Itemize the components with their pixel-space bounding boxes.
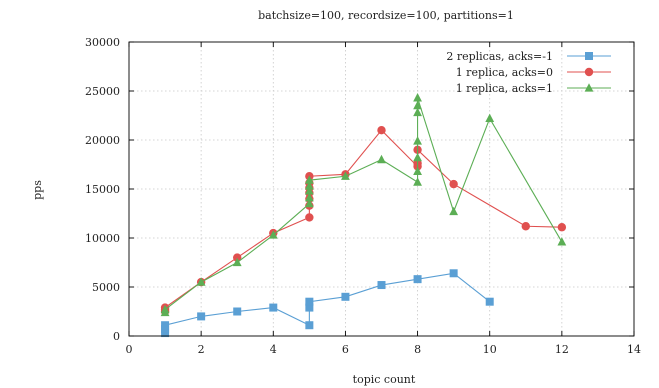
y-tick-label: 20000 (85, 134, 120, 147)
x-tick-label: 14 (627, 343, 641, 356)
data-point (413, 107, 422, 117)
series-layer (160, 93, 567, 338)
legend-label: 1 replica, acks=1 (456, 82, 553, 95)
data-point (232, 257, 242, 267)
legend-entry: 1 replica, acks=1 (456, 82, 611, 95)
data-point (413, 177, 422, 186)
data-point (341, 292, 350, 301)
y-tick-label: 30000 (85, 36, 120, 49)
data-point (485, 297, 494, 306)
x-tick-label: 2 (198, 343, 205, 356)
x-tick-label: 8 (414, 343, 421, 356)
chart-title: batchsize=100, recordsize=100, partition… (258, 9, 514, 22)
legend-marker (584, 83, 594, 92)
y-tick-label: 25000 (85, 85, 120, 98)
data-point (161, 321, 170, 330)
data-point (449, 206, 459, 216)
y-axis-label: pps (31, 180, 44, 200)
series-line (164, 272, 491, 334)
data-point (233, 307, 242, 316)
x-tick-label: 4 (270, 343, 277, 356)
data-point (413, 136, 422, 145)
data-point (197, 312, 206, 321)
legend: 2 replicas, acks=-1 1 replica, acks=0 1 re… (446, 50, 611, 95)
y-tick-label: 15000 (85, 183, 120, 196)
data-point (341, 171, 350, 180)
data-point (377, 126, 386, 135)
data-point (413, 100, 422, 110)
x-tick-label: 10 (483, 343, 497, 356)
data-point (449, 269, 458, 278)
data-point (413, 166, 422, 175)
data-point (233, 253, 242, 262)
data-point (413, 275, 422, 284)
data-point (304, 193, 314, 202)
y-tick-label: 5000 (92, 281, 120, 294)
legend-entry: 1 replica, acks=0 (456, 66, 611, 79)
x-tick-label: 6 (342, 343, 349, 356)
series-3 (160, 93, 567, 317)
data-point (521, 222, 530, 231)
y-tick-label: 10000 (85, 232, 120, 245)
data-point (413, 93, 422, 102)
data-point (377, 281, 386, 290)
data-point (304, 198, 314, 208)
data-point (557, 237, 567, 246)
legend-marker (584, 67, 594, 77)
data-point (269, 303, 278, 312)
data-point (377, 154, 386, 164)
data-point (557, 223, 567, 232)
data-point (304, 186, 314, 195)
data-point (196, 277, 206, 286)
legend-label: 1 replica, acks=0 (456, 66, 553, 79)
axis-ticks: 0 2 4 6 8 10 12 14 0 5000 10000 15000 20000 25000 3000… (85, 36, 641, 356)
legend-marker (585, 52, 593, 60)
data-point (305, 303, 314, 312)
y-tick-label: 0 (113, 330, 120, 343)
legend-entry: 2 replicas, acks=-1 (446, 50, 611, 63)
data-point (268, 230, 278, 239)
series-line (164, 129, 562, 312)
data-point (160, 304, 170, 314)
x-tick-label: 12 (555, 343, 569, 356)
data-point (304, 175, 314, 184)
series-line (164, 97, 563, 313)
grid-lines (129, 42, 634, 336)
x-axis-label: topic count (353, 373, 416, 386)
series-1 (161, 269, 494, 338)
data-point (413, 152, 422, 162)
data-point (305, 321, 314, 330)
data-point (304, 181, 314, 190)
x-tick-label: 0 (126, 343, 133, 356)
legend-label: 2 replicas, acks=-1 (446, 50, 553, 63)
data-point (449, 179, 458, 189)
data-point (305, 297, 314, 306)
data-point (305, 213, 314, 222)
data-point (485, 113, 495, 123)
